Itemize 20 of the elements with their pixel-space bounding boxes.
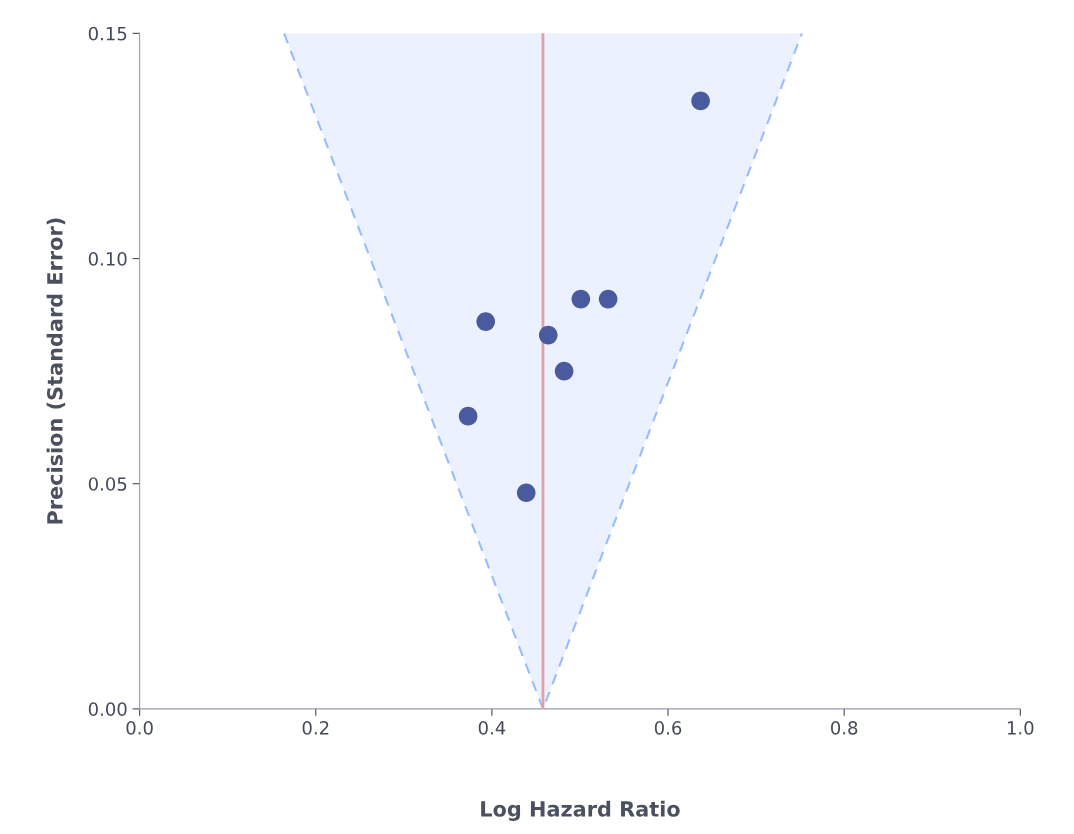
point <box>598 289 618 309</box>
x-tick-label: 0.4 <box>478 721 506 735</box>
x-tick-label: 0.2 <box>302 721 329 735</box>
point <box>691 91 710 111</box>
y-tick-label: 0.10 <box>88 252 127 266</box>
point <box>571 289 591 309</box>
y-tick-label: 0.15 <box>88 26 127 41</box>
point <box>554 361 574 381</box>
point <box>516 483 536 503</box>
y-axis-title: Precision (Standard Error) <box>46 218 66 524</box>
x-tick-label: 0.8 <box>831 721 858 735</box>
point <box>476 312 496 331</box>
y-tick-label: 0.00 <box>88 702 127 717</box>
point <box>538 325 558 345</box>
point <box>458 406 478 426</box>
y-tick-label: 0.05 <box>88 477 127 491</box>
x-tick-label: 1.0 <box>1007 721 1034 735</box>
x-tick-label: 0.0 <box>126 721 153 735</box>
x-axis-title: Log Hazard Ratio <box>481 800 680 822</box>
x-tick-label: 0.6 <box>654 721 682 735</box>
